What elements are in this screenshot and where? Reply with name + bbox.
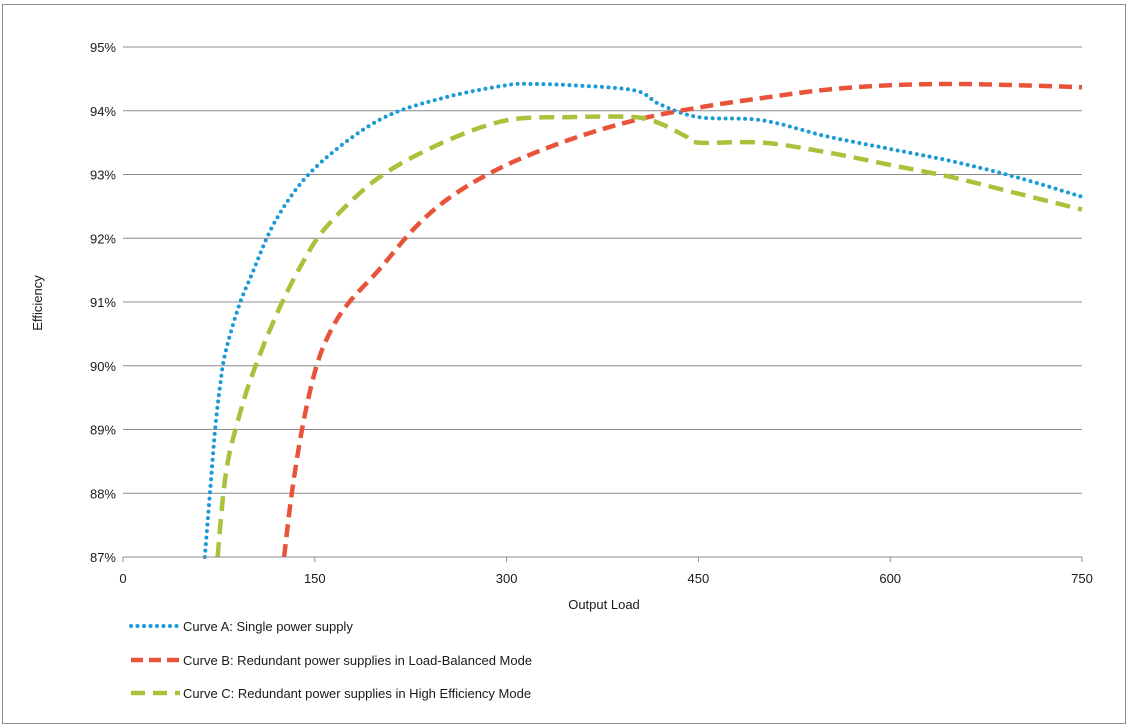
legend-label-curve-c: Curve C: Redundant power supplies in Hig… xyxy=(183,686,531,701)
legend-label-curve-a: Curve A: Single power supply xyxy=(183,619,353,634)
axes xyxy=(122,556,1083,562)
x-tick-label: 150 xyxy=(304,571,326,586)
series-line-curve-a xyxy=(202,81,1084,559)
legend-label-curve-b: Curve B: Redundant power supplies in Loa… xyxy=(183,653,532,668)
series-line-curve-c xyxy=(215,114,1083,558)
x-tick-label: 750 xyxy=(1071,571,1093,586)
y-tick-label: 89% xyxy=(90,423,116,438)
legend-item-curve-b: Curve B: Redundant power supplies in Loa… xyxy=(131,653,532,668)
y-tick-label: 95% xyxy=(90,40,116,55)
y-axis-title: Efficiency xyxy=(30,275,45,331)
y-tick-label: 91% xyxy=(90,295,116,310)
x-tick-label: 0 xyxy=(119,571,126,586)
y-tick-label: 87% xyxy=(90,550,116,565)
legend: Curve A: Single power supply Curve B: Re… xyxy=(129,619,532,701)
y-tick-label: 93% xyxy=(90,168,116,183)
grid-lines xyxy=(123,46,1082,494)
y-tick-label: 94% xyxy=(90,104,116,119)
tick-labels: 87% 88% 89% 90% 91% 92% 93% 94% 95% 0 150 300 450 600… xyxy=(90,40,1093,586)
chart-frame xyxy=(2,4,1126,724)
y-tick-label: 92% xyxy=(90,231,116,246)
legend-item-curve-c: Curve C: Redundant power supplies in Hig… xyxy=(131,686,531,701)
x-tick-label: 450 xyxy=(688,571,710,586)
y-tick-label: 88% xyxy=(90,486,116,501)
y-tick-label: 90% xyxy=(90,359,116,374)
x-axis-title: Output Load xyxy=(568,597,640,612)
x-tick-label: 300 xyxy=(496,571,518,586)
series-lines xyxy=(202,81,1084,559)
legend-item-curve-a: Curve A: Single power supply xyxy=(129,619,353,634)
x-tick-label: 600 xyxy=(879,571,901,586)
series-line-curve-b xyxy=(281,81,1083,558)
